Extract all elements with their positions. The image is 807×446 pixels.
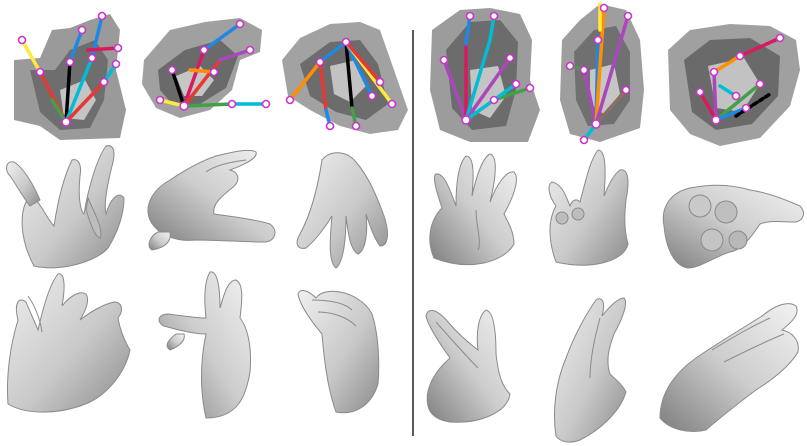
- keypoint-skeleton-right-3: [698, 36, 782, 122]
- mesh-hand-right-row2-2: [548, 149, 629, 266]
- panel-depth-keypoints-right-1: [430, 8, 540, 142]
- mesh-hand-left-row3-2: [158, 271, 251, 419]
- mesh-hand-right-row3-3: [659, 303, 799, 432]
- mesh-hand-left-row2-1: [6, 145, 125, 269]
- keypoint-skeleton-right-2: [568, 2, 630, 142]
- mesh-hand-right-row2-3: [662, 184, 804, 269]
- mesh-hand-left-row3-3: [297, 290, 380, 414]
- mesh-hand-left-row2-3: [296, 152, 388, 269]
- mesh-hand-left-row3-1: [7, 273, 131, 413]
- mesh-hand-left-row2-2: [147, 149, 276, 251]
- mesh-hand-right-row2-1: [429, 153, 517, 266]
- keypoint-joints: [17, 3, 785, 145]
- mesh-hand-right-row3-2: [553, 297, 627, 443]
- keypoint-skeleton-left-1: [20, 14, 120, 124]
- panel-depth-keypoints-right-3: [668, 24, 800, 146]
- mesh-hand-right-row3-1: [425, 309, 511, 423]
